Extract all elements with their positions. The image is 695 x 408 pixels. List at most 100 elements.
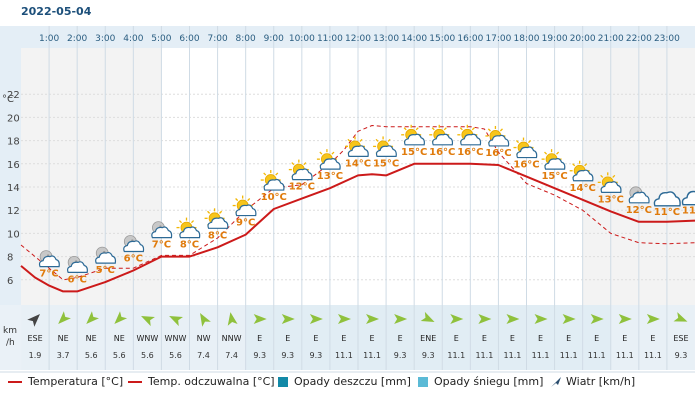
plot-column [666, 48, 695, 305]
wind-arrow-icon [200, 312, 211, 327]
plot-column [414, 48, 443, 305]
legend-label-snow: Opady śniegu [mm] [434, 375, 544, 388]
wind-direction-label: E [398, 334, 403, 343]
legend-item-snow[interactable]: Opady śniegu [mm] [418, 375, 543, 388]
y-tick-label: 22 [7, 90, 20, 101]
plot-column [442, 48, 471, 305]
wind-direction-label: E [650, 334, 655, 343]
hour-label: 15:00 [429, 34, 455, 44]
y-tick-label: 10 [7, 229, 20, 240]
hour-label: 14:00 [401, 34, 427, 44]
wind-arrow-icon [337, 314, 351, 324]
temp-label: 13°C [317, 171, 343, 182]
wind-column [246, 305, 274, 370]
legend-item-rain[interactable]: Opady deszczu [mm] [278, 375, 411, 388]
night-partly-cloudy-icon [95, 246, 117, 264]
wind-direction-label: E [285, 334, 290, 343]
temp-label: 12°C [626, 205, 652, 216]
wind-direction-label: E [510, 334, 515, 343]
wind-arrow-icon [86, 311, 99, 324]
wind-arrow-icon [534, 314, 548, 324]
partly-cloudy-icon [232, 195, 257, 217]
partly-cloudy-icon [176, 217, 201, 239]
night-partly-cloudy-icon [151, 221, 173, 239]
wind-direction-label: WNW [136, 334, 158, 343]
partly-cloudy-icon [260, 170, 285, 191]
legend-swatch-snow [418, 377, 428, 387]
temp-label: 14°C [345, 158, 371, 169]
wind-speed-label: 7.4 [225, 351, 238, 360]
wind-direction-label: E [454, 334, 459, 343]
wind-column [527, 305, 555, 370]
wind-arrow-icon [309, 314, 323, 324]
y-unit-label: °C [2, 94, 14, 105]
legend-label-wind: Wiatr [km/h] [566, 375, 636, 388]
wind-column [498, 305, 526, 370]
temp-label: 16°C [485, 148, 511, 159]
temperature-line [20, 162, 695, 293]
wind-column [639, 305, 667, 370]
wind-speed-label: 9.3 [422, 351, 435, 360]
wind-direction-label: E [538, 334, 543, 343]
wind-direction-label: ENE [420, 334, 436, 343]
wind-speed-label: 1.9 [29, 351, 42, 360]
wind-column [386, 305, 414, 370]
partly-cloudy-icon [457, 124, 482, 146]
legend-item-wind[interactable]: Wiatr [km/h] [550, 375, 635, 388]
night-partly-cloudy-icon [67, 255, 88, 273]
wind-arrow-icon [58, 311, 71, 324]
y-tick-label: 14 [7, 183, 20, 194]
wind-column [470, 305, 498, 370]
wind-arrow-icon [551, 377, 561, 387]
hour-label: 6:00 [179, 34, 199, 44]
temp-label: 16°C [429, 147, 455, 158]
plot-column [217, 48, 246, 305]
temp-label: 7°C [39, 269, 58, 280]
wind-column [330, 305, 358, 370]
legend-item-feels-like[interactable]: Temp. odczuwalna [°C] [128, 375, 275, 388]
wind-arrow-icon [169, 316, 184, 327]
wind-speed-label: 9.3 [253, 351, 266, 360]
wind-column [583, 305, 611, 370]
wind-speed-label: 5.6 [169, 351, 182, 360]
wind-arrow-icon [673, 312, 688, 322]
wind-column [611, 305, 639, 370]
night-partly-cloudy-icon [628, 186, 650, 204]
y-tick-label: 16 [7, 160, 20, 171]
hour-label: 10:00 [289, 34, 315, 44]
wind-column [358, 305, 386, 370]
wind-arrow-icon [506, 314, 520, 324]
temp-label: 6°C [68, 274, 87, 285]
wind-column [555, 305, 583, 370]
wind-speed-label: 11.1 [447, 351, 465, 360]
temp-label: 8°C [180, 240, 199, 251]
hour-label: 17:00 [485, 34, 511, 44]
temp-label: 16°C [457, 147, 483, 158]
temp-label: 5°C [96, 265, 115, 276]
wind-direction-label: NW [197, 334, 211, 343]
hour-label: 13:00 [373, 34, 399, 44]
partly-cloudy-icon [401, 124, 425, 146]
wind-column [21, 305, 49, 370]
wind-direction-label: WNW [165, 334, 187, 343]
temp-label: 7°C [152, 240, 171, 251]
wind-arrow-icon [253, 314, 267, 324]
hour-label: 21:00 [598, 34, 624, 44]
wind-speed-label: 11.1 [475, 351, 493, 360]
legend-item-temperature[interactable]: Temperatura [°C] [8, 375, 123, 388]
wind-direction-label: NNW [222, 334, 242, 343]
wind-direction-label: E [594, 334, 599, 343]
wind-speed-label: 11.1 [644, 351, 662, 360]
wind-direction-label: E [257, 334, 262, 343]
temp-label: 6°C [124, 254, 143, 265]
hour-label: 9:00 [264, 34, 284, 44]
plot-column [189, 48, 218, 305]
plot-column [498, 48, 527, 305]
partly-cloudy-icon [569, 160, 594, 182]
weather-chart: 6 8 10 12 14 16 18 20 22°C 1:00 2:00 3:00 4:00 5:00 6:… [0, 26, 695, 373]
temp-label: 10°C [261, 192, 287, 203]
wind-arrow-icon [27, 314, 40, 327]
cloud-icon [653, 191, 681, 207]
legend-label-rain: Opady deszczu [mm] [294, 375, 411, 388]
legend-label-temperature: Temperatura [°C] [28, 375, 124, 388]
